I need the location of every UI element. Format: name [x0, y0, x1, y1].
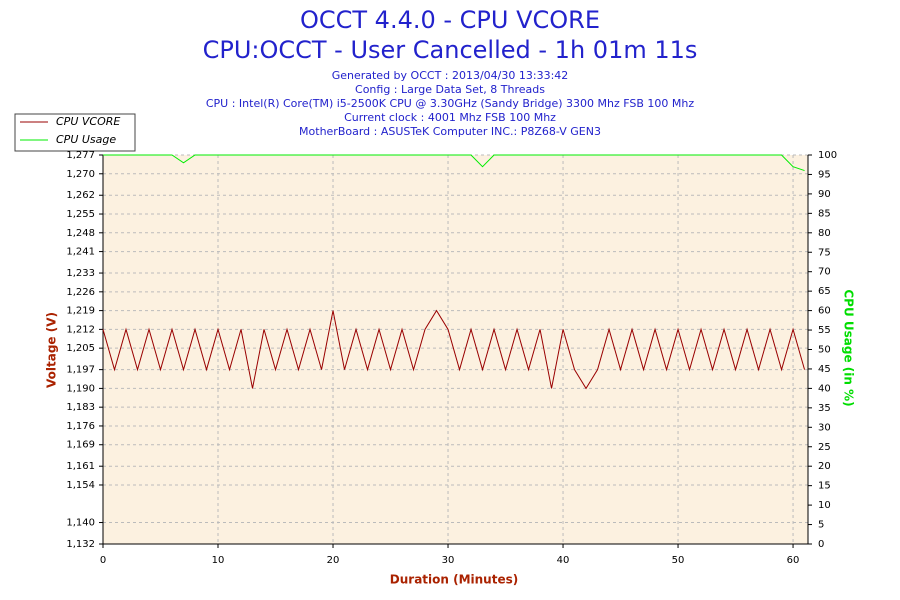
y-tick-label: 1,169: [66, 440, 95, 451]
y-tick-label: 1,255: [66, 209, 95, 220]
y2-tick-label: 5: [818, 520, 824, 531]
y2-tick-label: 75: [818, 247, 831, 258]
y-tick-label: 1,140: [66, 518, 95, 529]
y2-tick-label: 60: [818, 306, 831, 317]
info-line: Current clock : 4001 Mhz FSB 100 Mhz: [344, 111, 556, 124]
y2-tick-label: 70: [818, 267, 831, 278]
info-line: MotherBoard : ASUSTeK Computer INC.: P8Z…: [299, 125, 601, 138]
series-line: [102, 309, 806, 390]
y2-tick-label: 85: [818, 208, 831, 219]
y2-tick-label: 90: [818, 189, 831, 200]
y-tick-label: 1,205: [66, 343, 95, 354]
y-tick-label: 1,212: [66, 324, 95, 335]
y2-tick-label: 50: [818, 345, 831, 356]
x-tick-label: 40: [557, 555, 570, 566]
info-line: Config : Large Data Set, 8 Threads: [355, 83, 545, 96]
legend: [14, 113, 136, 152]
chart-title: OCCT 4.4.0 - CPU VCORE: [300, 6, 600, 34]
y2-tick-label: 80: [818, 228, 831, 239]
series-line: [103, 154, 805, 172]
y-tick-label: 1,226: [66, 287, 95, 298]
x-tick-label: 10: [212, 555, 225, 566]
y-tick-label: 1,270: [66, 169, 95, 180]
y2-tick-label: 20: [818, 461, 831, 472]
y2-tick-label: 25: [818, 442, 831, 453]
chart-subtitle: CPU:OCCT - User Cancelled - 1h 01m 11s: [203, 36, 698, 64]
x-axis-label: Duration (Minutes): [390, 573, 518, 587]
y-tick-label: 1,248: [66, 228, 95, 239]
y2-tick-label: 35: [818, 403, 831, 414]
legend-label: CPU Usage: [56, 133, 116, 146]
y-tick-label: 1,190: [66, 383, 95, 394]
y-tick-label: 1,197: [66, 365, 95, 376]
y-tick-label: 1,241: [66, 247, 95, 258]
y2-tick-label: 45: [818, 364, 831, 375]
y-tick-label: 1,154: [66, 480, 95, 491]
y-tick-label: 1,176: [66, 421, 95, 432]
y-tick-label: 1,161: [66, 461, 95, 472]
info-line: CPU : Intel(R) Core(TM) i5-2500K CPU @ 3…: [206, 97, 694, 110]
y-tick-label: 1,233: [66, 268, 95, 279]
y-axis-label: Voltage (V): [45, 312, 59, 388]
x-tick-label: 20: [327, 555, 340, 566]
y-tick-label: 1,132: [66, 539, 95, 550]
x-tick-label: 30: [442, 555, 455, 566]
y2-tick-label: 10: [818, 500, 831, 511]
y2-tick-label: 95: [818, 169, 831, 180]
y2-tick-label: 40: [818, 383, 831, 394]
x-tick-label: 60: [787, 555, 800, 566]
y2-tick-label: 0: [818, 539, 824, 550]
x-tick-label: 0: [100, 555, 106, 566]
y2-tick-label: 100: [818, 150, 837, 161]
y2-axis-label: CPU Usage (in %): [842, 289, 856, 406]
y2-tick-label: 55: [818, 325, 831, 336]
info-line: Generated by OCCT : 2013/04/30 13:33:42: [332, 69, 569, 82]
y-tick-label: 1,183: [66, 402, 95, 413]
plot-area: [103, 155, 808, 544]
legend-label: CPU VCORE: [56, 115, 120, 128]
y2-tick-label: 30: [818, 422, 831, 433]
y-tick-label: 1,219: [66, 306, 95, 317]
y2-tick-label: 15: [818, 481, 831, 492]
y-tick-label: 1,262: [66, 190, 95, 201]
x-tick-label: 50: [672, 555, 685, 566]
y2-tick-label: 65: [818, 286, 831, 297]
y-tick-label: 1,277: [66, 150, 95, 161]
